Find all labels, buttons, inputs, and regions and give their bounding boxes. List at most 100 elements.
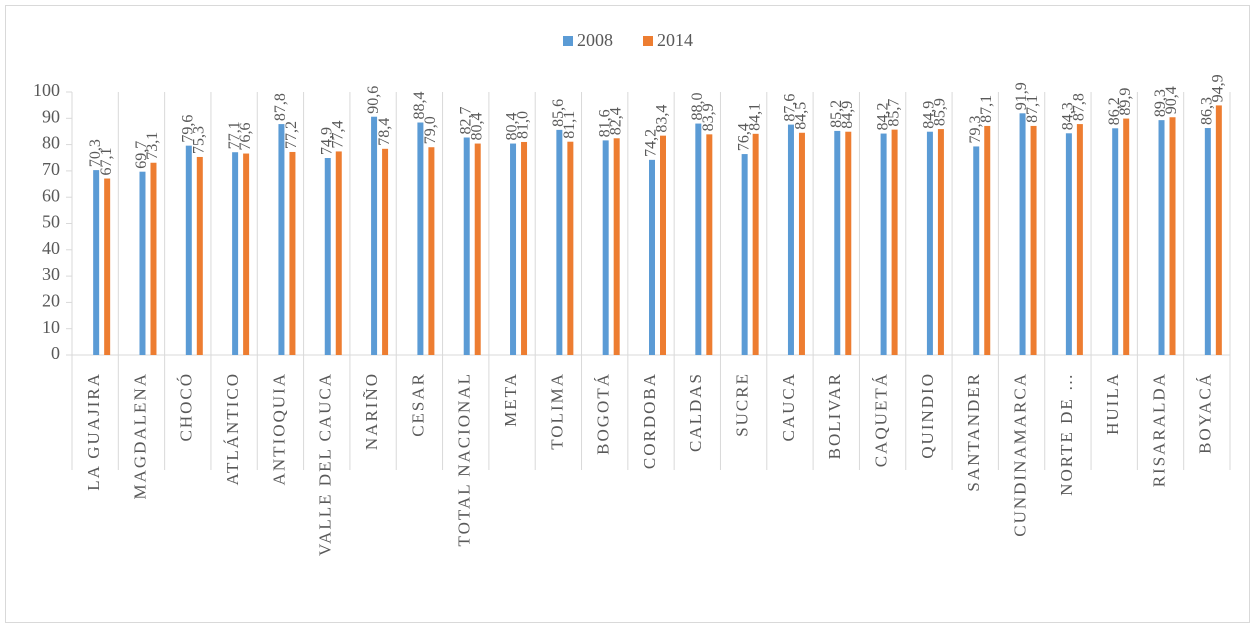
y-tick-label: 10: [42, 317, 60, 337]
bar: [1158, 120, 1165, 356]
data-label: 90,4: [1163, 86, 1180, 114]
data-label: 94,9: [1210, 74, 1227, 102]
y-tick-label: 30: [42, 264, 60, 284]
y-tick-label: 0: [51, 343, 60, 363]
x-tick-label: BOLIVAR: [825, 372, 844, 459]
bar: [613, 138, 620, 355]
bar: [845, 131, 852, 355]
data-label: 75,3: [190, 126, 207, 154]
data-label: 91,9: [1013, 82, 1030, 110]
data-label: 74,2: [643, 129, 660, 157]
bar: [602, 140, 609, 355]
bar: [289, 151, 296, 355]
bar: [417, 122, 424, 356]
bar: [1112, 128, 1119, 355]
data-label: 87,8: [1071, 93, 1088, 121]
x-tick-label: CHOCÓ: [177, 372, 196, 442]
y-tick-label: 100: [33, 80, 60, 100]
bar: [196, 156, 203, 355]
bar: [185, 145, 192, 355]
data-label: 87,8: [272, 93, 289, 121]
data-label: 78,4: [376, 118, 393, 146]
x-tick-label: NORTE DE …: [1057, 372, 1076, 496]
data-label: 84,5: [793, 102, 810, 130]
bar: [335, 151, 342, 355]
bar: [1065, 133, 1072, 355]
bar: [104, 178, 111, 355]
legend-swatch: [563, 36, 573, 46]
y-tick-label: 60: [42, 185, 60, 205]
data-label: 76,4: [735, 123, 752, 151]
data-label: 80,4: [468, 113, 485, 141]
bar: [1215, 105, 1222, 356]
bar: [787, 124, 794, 355]
bar: [834, 130, 841, 355]
data-label: 84,9: [839, 101, 856, 129]
data-label: 79,0: [422, 116, 439, 144]
y-tick-label: 40: [42, 238, 60, 258]
data-label: 84,9: [921, 101, 938, 129]
x-tick-label: ATLÁNTICO: [223, 372, 242, 485]
x-tick-label: SUCRE: [733, 372, 752, 437]
bar: [1169, 117, 1176, 355]
bar: [243, 153, 250, 355]
data-label: 86,3: [1199, 97, 1216, 125]
bar: [139, 171, 146, 355]
data-label: 81,6: [596, 109, 613, 137]
x-tick-label: META: [501, 372, 520, 427]
bar: [463, 137, 470, 355]
bar: [706, 134, 713, 355]
legend-label: 2008: [577, 30, 613, 50]
bar: [1076, 124, 1083, 355]
x-tick-label: TOTAL NACIONAL: [455, 372, 474, 546]
bar: [474, 143, 481, 355]
x-tick-label: NARIÑO: [362, 372, 381, 450]
bar: [278, 124, 285, 355]
legend-swatch: [643, 36, 653, 46]
data-label: 88,4: [411, 92, 428, 120]
bar: [371, 116, 378, 355]
data-label: 70,3: [87, 139, 104, 167]
data-label: 73,1: [144, 132, 161, 160]
data-label: 87,6: [782, 94, 799, 122]
data-label: 88,0: [689, 93, 706, 121]
x-tick-label: BOYACÁ: [1196, 372, 1215, 454]
data-label: 79,3: [967, 115, 984, 143]
data-label: 76,6: [237, 123, 254, 151]
bar: [556, 129, 563, 355]
bar: [232, 152, 239, 355]
y-tick-label: 80: [42, 133, 60, 153]
x-tick-label: RISARALDA: [1149, 372, 1168, 487]
data-label: 84,1: [746, 103, 763, 131]
data-label: 87,1: [978, 95, 995, 123]
x-tick-label: LA GUAJIRA: [84, 372, 103, 491]
x-tick-label: CALDAS: [686, 372, 705, 452]
x-tick-label: CESAR: [408, 372, 427, 437]
bar: [741, 154, 748, 355]
data-label: 87,1: [1024, 95, 1041, 123]
bar: [1204, 128, 1211, 355]
x-tick-label: HUILA: [1103, 372, 1122, 435]
bar: [695, 123, 702, 355]
data-label: 83,4: [654, 105, 671, 133]
data-label: 82,4: [607, 107, 624, 135]
bar: [1123, 118, 1130, 355]
bar: [973, 146, 980, 355]
bar: [984, 125, 991, 355]
data-label: 67,1: [98, 148, 115, 176]
x-tick-label: CAQUETÁ: [872, 372, 891, 467]
bar: [649, 159, 655, 355]
data-label: 77,1: [226, 121, 243, 149]
data-label: 81,0: [515, 111, 532, 139]
x-tick-label: VALLE DEL CAUCA: [316, 372, 335, 556]
x-tick-label: MAGDALENA: [130, 372, 149, 500]
bar: [521, 141, 528, 355]
bar: [1030, 125, 1037, 355]
bar: [150, 162, 157, 355]
bar: [880, 133, 887, 355]
bar: [926, 131, 933, 355]
x-tick-label: CAUCA: [779, 372, 798, 442]
data-label: 85,6: [550, 99, 567, 127]
bar: [798, 132, 805, 355]
